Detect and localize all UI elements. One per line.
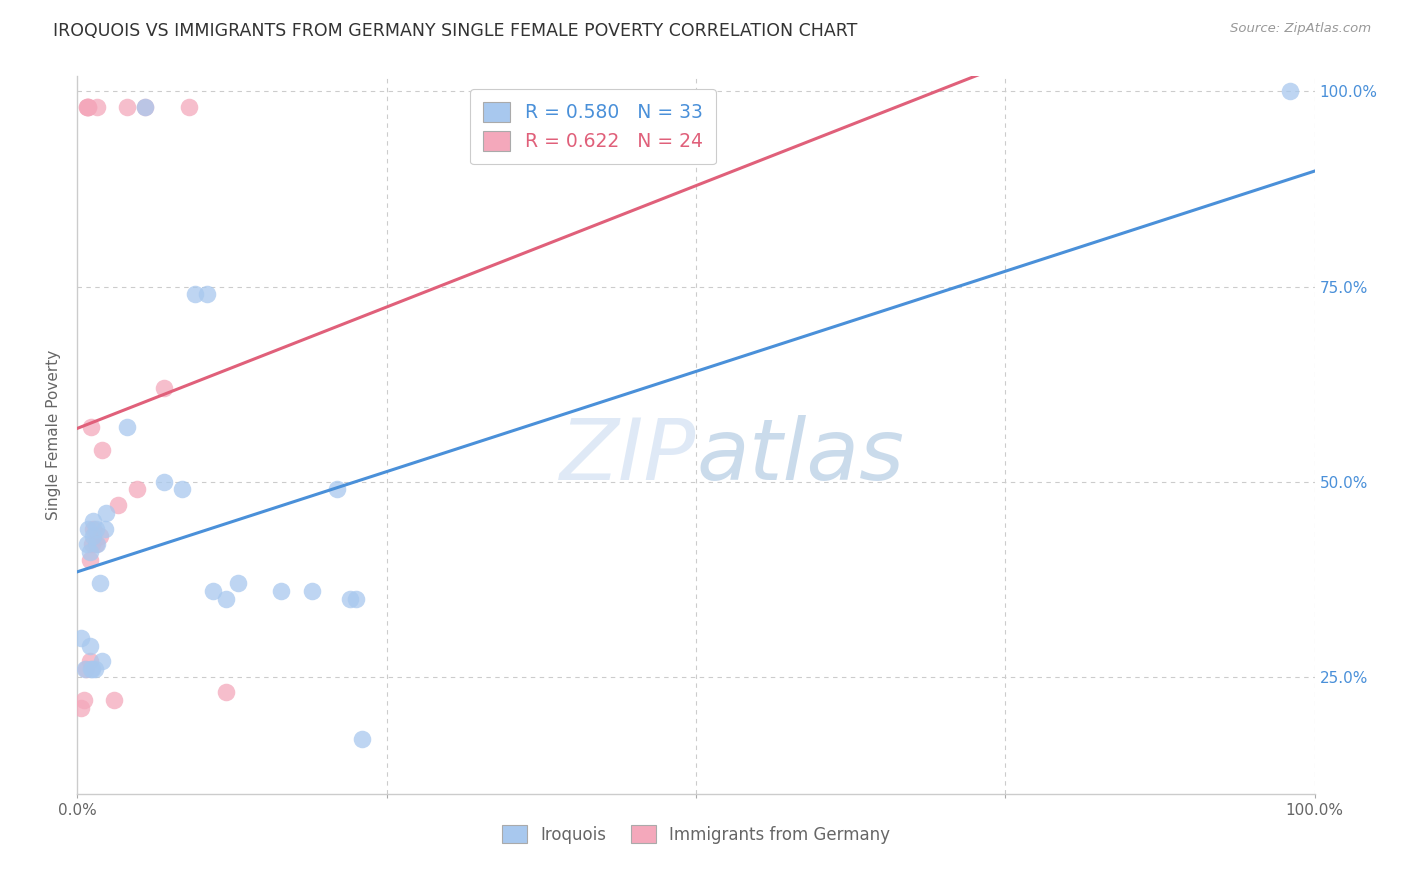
Point <box>79 654 101 668</box>
Point <box>80 662 103 676</box>
Point <box>195 287 218 301</box>
Text: ZIP: ZIP <box>560 415 696 498</box>
Point <box>115 420 138 434</box>
Point <box>82 521 104 535</box>
Point <box>72 693 94 707</box>
Text: IROQUOIS VS IMMIGRANTS FROM GERMANY SINGLE FEMALE POVERTY CORRELATION CHART: IROQUOIS VS IMMIGRANTS FROM GERMANY SING… <box>53 22 858 40</box>
Point <box>86 100 108 114</box>
Point <box>89 529 111 543</box>
Point <box>89 576 111 591</box>
Point <box>84 521 107 535</box>
Point <box>76 100 98 114</box>
Point <box>103 693 125 707</box>
Point <box>215 591 238 606</box>
Point <box>82 662 104 676</box>
Point <box>70 701 93 715</box>
Point <box>301 584 323 599</box>
Point <box>172 483 194 497</box>
Point <box>79 545 101 559</box>
Point <box>76 537 98 551</box>
Text: Source: ZipAtlas.com: Source: ZipAtlas.com <box>1230 22 1371 36</box>
Point <box>91 443 114 458</box>
Point <box>77 100 100 114</box>
Point <box>134 100 156 114</box>
Point <box>134 100 156 114</box>
Point <box>326 483 349 497</box>
Point <box>226 576 249 591</box>
Point <box>350 732 373 747</box>
Point <box>73 662 96 676</box>
Point <box>80 420 103 434</box>
Y-axis label: Single Female Poverty: Single Female Poverty <box>46 350 62 520</box>
Point <box>153 381 176 395</box>
Point <box>91 654 114 668</box>
Legend: Iroquois, Immigrants from Germany: Iroquois, Immigrants from Germany <box>492 815 900 854</box>
Point <box>184 287 207 301</box>
Point <box>77 100 100 114</box>
Point <box>94 506 117 520</box>
Point <box>177 100 200 114</box>
Point <box>1278 85 1301 99</box>
Point <box>215 685 238 699</box>
Point <box>344 591 367 606</box>
Point <box>153 475 176 489</box>
Point <box>93 521 115 535</box>
Point <box>115 100 138 114</box>
Point <box>79 552 101 567</box>
Point <box>82 537 104 551</box>
Point <box>83 662 105 676</box>
Point <box>82 514 104 528</box>
Point <box>84 537 107 551</box>
Text: atlas: atlas <box>696 415 904 498</box>
Point <box>76 100 98 114</box>
Point <box>202 584 225 599</box>
Point <box>79 639 101 653</box>
Point <box>77 521 100 535</box>
Point <box>86 537 108 551</box>
Point <box>339 591 361 606</box>
Point <box>82 529 104 543</box>
Point <box>125 483 148 497</box>
Point <box>270 584 292 599</box>
Point <box>70 631 93 645</box>
Point <box>107 498 129 512</box>
Point <box>75 662 97 676</box>
